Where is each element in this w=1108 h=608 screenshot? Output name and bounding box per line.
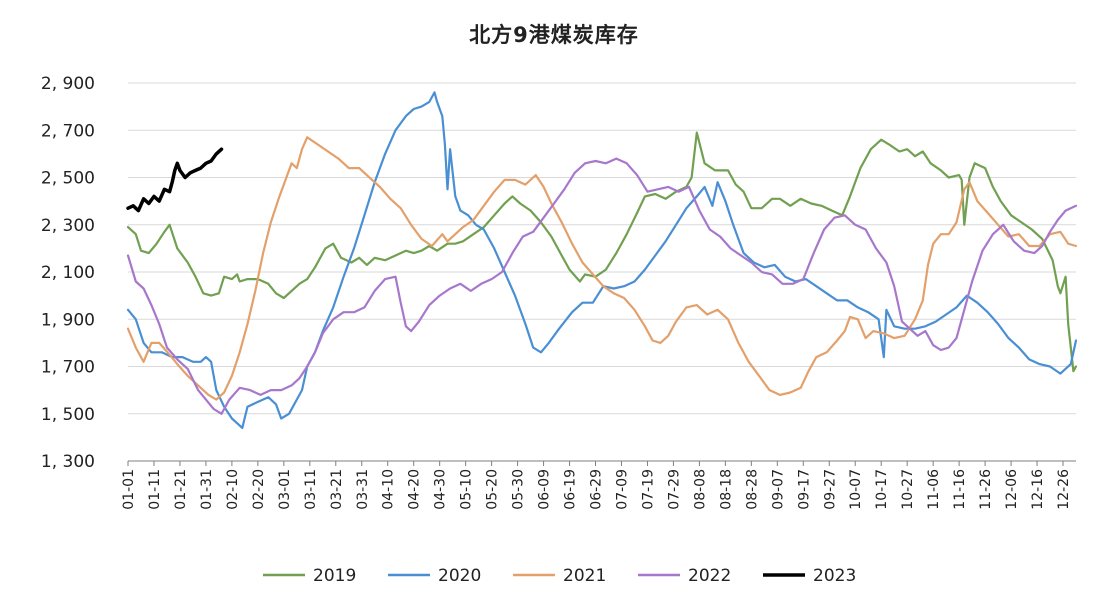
x-tick-label: 03-21 — [329, 469, 345, 510]
x-tick-label: 03-31 — [355, 469, 371, 510]
legend-label-2020: 2020 — [438, 566, 481, 586]
x-axis-ticks: 01-01 01-11 01-21 01-31 02-10 02-20 03-01 03-11… — [121, 461, 1072, 510]
legend-label-2023: 2023 — [813, 566, 856, 586]
x-tick-label: 02-10 — [225, 469, 241, 510]
x-tick-label: 03-11 — [303, 469, 319, 510]
y-tick-label: 1, 900 — [41, 310, 95, 330]
x-tick-label: 06-29 — [589, 469, 605, 510]
y-tick-label: 1, 300 — [41, 452, 95, 472]
y-tick-label: 2, 900 — [41, 74, 95, 94]
x-tick-label: 01-31 — [199, 469, 215, 510]
legend-label-2022: 2022 — [688, 566, 731, 586]
x-tick-label: 09-17 — [796, 469, 812, 510]
x-tick-label: 12-06 — [1004, 469, 1020, 510]
x-tick-label: 05-10 — [459, 469, 475, 510]
x-tick-label: 12-16 — [1030, 469, 1046, 510]
x-tick-label: 03-01 — [277, 469, 293, 510]
x-tick-label: 04-10 — [381, 469, 397, 510]
legend-label-2021: 2021 — [563, 566, 606, 586]
series-lines — [126, 91, 1078, 429]
x-tick-label: 12-26 — [1056, 469, 1072, 510]
x-tick-label: 04-30 — [433, 469, 449, 510]
x-tick-label: 11-26 — [978, 469, 994, 510]
series-line-2019 — [126, 131, 1078, 373]
x-tick-label: 05-20 — [485, 469, 501, 510]
series-line-2020 — [126, 91, 1078, 429]
series-line-2022 — [126, 157, 1078, 415]
x-tick-label: 08-28 — [744, 469, 760, 510]
series-line-2021 — [126, 136, 1078, 401]
x-tick-label: 10-07 — [848, 469, 864, 510]
y-tick-label: 1, 700 — [41, 358, 95, 378]
legend-label-2019: 2019 — [313, 566, 356, 586]
x-tick-label: 08-08 — [692, 469, 708, 510]
chart-title: 北方9港煤炭库存 — [469, 23, 639, 47]
x-tick-label: 11-06 — [926, 469, 942, 510]
x-tick-label: 05-30 — [511, 469, 527, 510]
x-tick-label: 02-20 — [251, 469, 267, 510]
x-tick-label: 07-19 — [640, 469, 656, 510]
series-line-2023 — [126, 147, 224, 213]
x-tick-label: 10-17 — [874, 469, 890, 510]
y-tick-label: 2, 300 — [41, 216, 95, 236]
x-tick-label: 01-21 — [173, 469, 189, 510]
x-tick-label: 01-01 — [121, 469, 137, 510]
x-tick-label: 04-20 — [407, 469, 423, 510]
x-tick-label: 09-27 — [822, 469, 838, 510]
x-tick-label: 06-09 — [537, 469, 553, 510]
y-axis-ticks: 1, 300 1, 500 1, 700 1, 900 2, 100 2, 300 2, 5… — [41, 74, 95, 472]
y-tick-label: 2, 500 — [41, 169, 95, 189]
x-tick-label: 09-07 — [770, 469, 786, 510]
x-tick-label: 11-16 — [952, 469, 968, 510]
x-tick-label: 06-19 — [563, 469, 579, 510]
y-tick-label: 2, 700 — [41, 121, 95, 141]
x-tick-label: 07-09 — [614, 469, 630, 510]
legend: 2019 2020 2021 2022 2023 — [263, 566, 856, 586]
y-tick-label: 2, 100 — [41, 263, 95, 283]
y-tick-label: 1, 500 — [41, 405, 95, 425]
x-tick-label: 08-18 — [718, 469, 734, 510]
x-tick-label: 07-29 — [666, 469, 682, 510]
x-tick-label: 10-27 — [900, 469, 916, 510]
x-tick-label: 01-11 — [147, 469, 163, 510]
